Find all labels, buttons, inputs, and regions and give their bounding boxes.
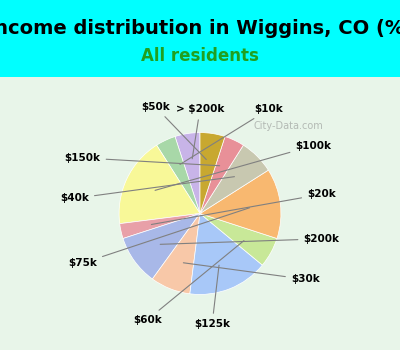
Wedge shape — [119, 145, 200, 224]
Wedge shape — [152, 214, 200, 294]
Text: All residents: All residents — [141, 47, 259, 65]
Wedge shape — [200, 145, 268, 214]
Text: $100k: $100k — [155, 141, 331, 190]
Text: $20k: $20k — [151, 189, 336, 224]
Text: $75k: $75k — [68, 208, 250, 268]
Text: City-Data.com: City-Data.com — [253, 121, 323, 131]
Wedge shape — [200, 136, 243, 214]
Wedge shape — [157, 136, 200, 214]
Text: Income distribution in Wiggins, CO (%): Income distribution in Wiggins, CO (%) — [0, 19, 400, 37]
Text: $50k: $50k — [141, 102, 206, 160]
Wedge shape — [200, 133, 225, 214]
Text: $200k: $200k — [160, 234, 340, 244]
Wedge shape — [175, 133, 200, 214]
Text: $30k: $30k — [183, 263, 320, 284]
Text: $125k: $125k — [194, 265, 230, 329]
Wedge shape — [200, 170, 281, 238]
Wedge shape — [123, 214, 200, 279]
Text: $150k: $150k — [65, 153, 220, 166]
Text: $60k: $60k — [133, 240, 244, 325]
Text: $10k: $10k — [180, 104, 283, 164]
Text: > $200k: > $200k — [176, 104, 224, 159]
Wedge shape — [120, 214, 200, 238]
Wedge shape — [200, 214, 277, 265]
Wedge shape — [190, 214, 262, 294]
Text: $40k: $40k — [60, 177, 234, 203]
